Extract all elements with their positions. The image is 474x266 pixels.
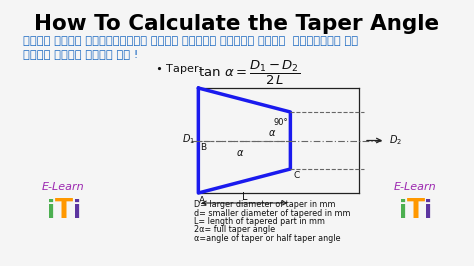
- Text: d= smaller diameter of tapered in mm: d= smaller diameter of tapered in mm: [194, 209, 350, 218]
- Text: टेपर एंगल निकालनेका आसान तरीका हिंदी में।  लॉगटेबल को: टेपर एंगल निकालनेका आसान तरीका हिंदी में…: [24, 36, 359, 46]
- Text: $D_2$: $D_2$: [389, 134, 402, 147]
- Text: कैसे देखा जाता है !: कैसे देखा जाता है !: [24, 49, 139, 59]
- Text: 90°: 90°: [274, 118, 289, 127]
- Text: i: i: [47, 199, 55, 223]
- Text: 2α= full taper angle: 2α= full taper angle: [194, 226, 275, 235]
- Text: $\bullet$ Taper:: $\bullet$ Taper:: [155, 62, 202, 76]
- Text: T: T: [407, 198, 425, 224]
- Text: $\alpha$: $\alpha$: [236, 148, 244, 157]
- Text: L= length of tapered part in mm: L= length of tapered part in mm: [194, 217, 325, 226]
- Text: B: B: [200, 143, 206, 152]
- Text: How To Calculate the Taper Angle: How To Calculate the Taper Angle: [35, 14, 439, 34]
- Text: i: i: [399, 199, 407, 223]
- Text: C: C: [293, 171, 300, 180]
- Text: $\tan\,\alpha = \dfrac{D_1 - D_2}{2\,L}$: $\tan\,\alpha = \dfrac{D_1 - D_2}{2\,L}$: [198, 59, 301, 87]
- Text: $\alpha$: $\alpha$: [268, 128, 276, 138]
- Text: L: L: [242, 192, 247, 202]
- Text: T: T: [55, 198, 73, 224]
- Text: D= larger diameter of taper in mm: D= larger diameter of taper in mm: [194, 200, 335, 209]
- Text: i: i: [73, 199, 81, 223]
- Text: A: A: [199, 196, 205, 205]
- Text: α=angle of taper or half taper angle: α=angle of taper or half taper angle: [194, 234, 340, 243]
- Text: $D_1$: $D_1$: [182, 132, 195, 146]
- Text: E-Learn: E-Learn: [42, 182, 84, 192]
- Text: E-Learn: E-Learn: [393, 182, 436, 192]
- Text: i: i: [424, 199, 432, 223]
